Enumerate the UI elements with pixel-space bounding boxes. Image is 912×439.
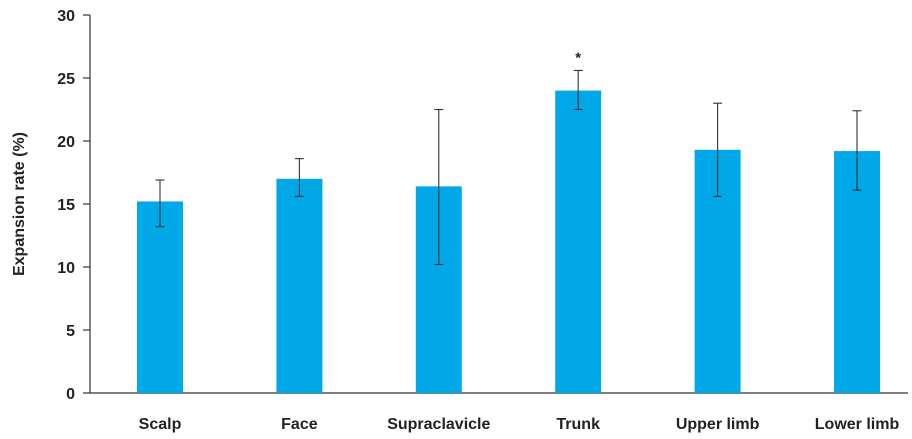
error-bars <box>155 69 862 266</box>
y-tick-label: 10 <box>57 260 75 277</box>
x-tick-label: Upper limb <box>676 416 760 433</box>
x-tick-label: Lower limb <box>815 416 900 433</box>
y-tick-label: 20 <box>57 134 75 151</box>
significance-marker: * <box>575 49 581 66</box>
bar-face <box>276 178 323 393</box>
y-tick-label: 25 <box>57 71 75 88</box>
bar-lower-limb <box>834 151 880 393</box>
y-tick-label: 0 <box>66 386 75 403</box>
y-tick-label: 5 <box>66 323 75 340</box>
x-tick-label: Scalp <box>139 416 182 433</box>
y-tick-label: 15 <box>57 197 75 214</box>
x-tick-label: Supraclavicle <box>387 416 490 433</box>
y-tick-label: 30 <box>57 8 75 25</box>
annotations: * <box>575 49 581 66</box>
bars <box>137 90 880 393</box>
x-axis: Scalp Face Supraclavicle Trunk Upper limb Low… <box>90 392 908 433</box>
bar-scalp <box>137 201 183 393</box>
x-tick-label: Face <box>281 416 318 433</box>
x-tick-label: Trunk <box>556 416 600 433</box>
bar-trunk <box>555 90 602 393</box>
y-axis-title: Expansion rate (%) <box>11 132 28 276</box>
y-axis: 0 5 10 15 20 25 30 <box>57 8 91 403</box>
